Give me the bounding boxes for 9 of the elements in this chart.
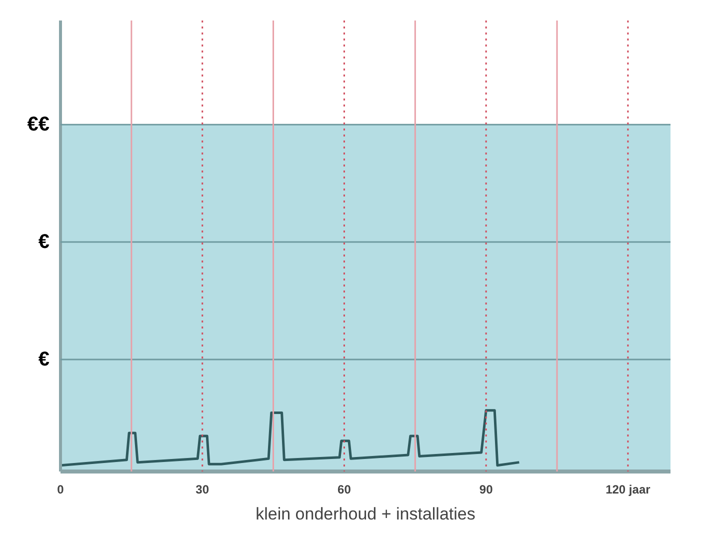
x-tick-label: 0 <box>57 482 64 496</box>
ref-line-label: €€ <box>27 114 50 136</box>
x-axis-title: klein onderhoud + installaties <box>256 504 476 524</box>
x-tick-label: 60 <box>338 482 352 496</box>
ref-line-label: € <box>38 231 50 254</box>
x-tick-label: 30 <box>196 482 210 496</box>
x-tick-label: 90 <box>479 482 494 496</box>
ref-line-label: € <box>38 348 50 371</box>
x-tick-label: 120 jaar <box>606 482 651 496</box>
